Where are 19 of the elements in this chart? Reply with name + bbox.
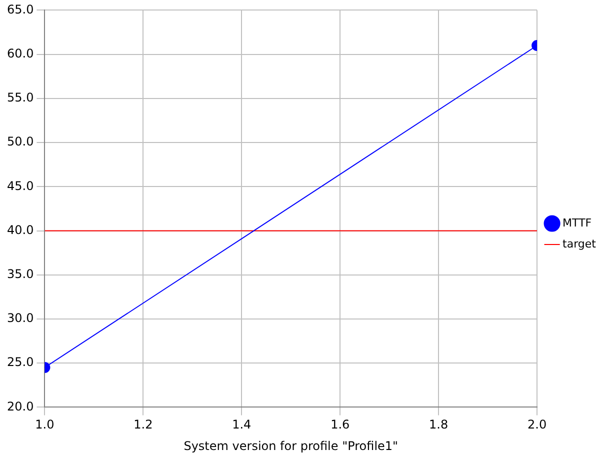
y-tick-label: 25.0 [7, 355, 34, 370]
legend-label: MTTF [562, 216, 592, 230]
x-axis-title: System version for profile "Profile1" [184, 438, 398, 453]
y-tick-label: 50.0 [7, 134, 34, 149]
legend-label: target [562, 237, 597, 250]
y-tick-label: 40.0 [7, 222, 34, 237]
x-tick-label: 1.2 [134, 418, 153, 432]
y-tick-label: 35.0 [7, 266, 34, 281]
y-tick-label: 60.0 [7, 46, 34, 60]
x-tick-label: 1.8 [429, 418, 448, 432]
x-tick-label: 1.0 [35, 418, 54, 432]
y-tick-label: 65.0 [7, 2, 34, 16]
x-tick-label: 2.0 [528, 418, 547, 432]
y-tick-label: 30.0 [7, 311, 34, 326]
x-tick-label: 1.6 [330, 418, 350, 432]
y-tick-label: 20.0 [7, 399, 34, 414]
y-tick-label: 55.0 [7, 90, 34, 105]
x-tick-label: 1.4 [232, 418, 252, 432]
y-tick-label: 45.0 [7, 178, 34, 193]
